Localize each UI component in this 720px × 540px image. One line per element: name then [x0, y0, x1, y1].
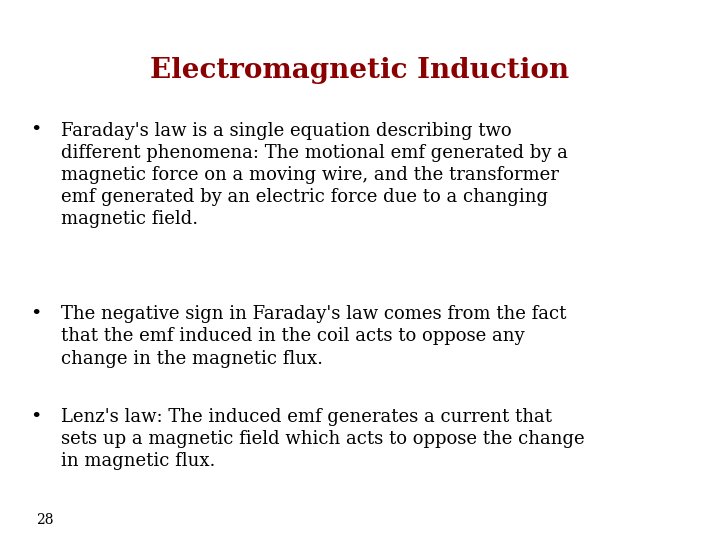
Text: •: •: [30, 408, 42, 426]
Text: Lenz's law: The induced emf generates a current that
sets up a magnetic field wh: Lenz's law: The induced emf generates a …: [61, 408, 585, 470]
Text: •: •: [30, 305, 42, 323]
Text: The negative sign in Faraday's law comes from the fact
that the emf induced in t: The negative sign in Faraday's law comes…: [61, 305, 567, 368]
Text: 28: 28: [36, 512, 53, 526]
Text: •: •: [30, 122, 42, 139]
Text: Faraday's law is a single equation describing two
different phenomena: The motio: Faraday's law is a single equation descr…: [61, 122, 568, 228]
Text: Electromagnetic Induction: Electromagnetic Induction: [150, 57, 570, 84]
